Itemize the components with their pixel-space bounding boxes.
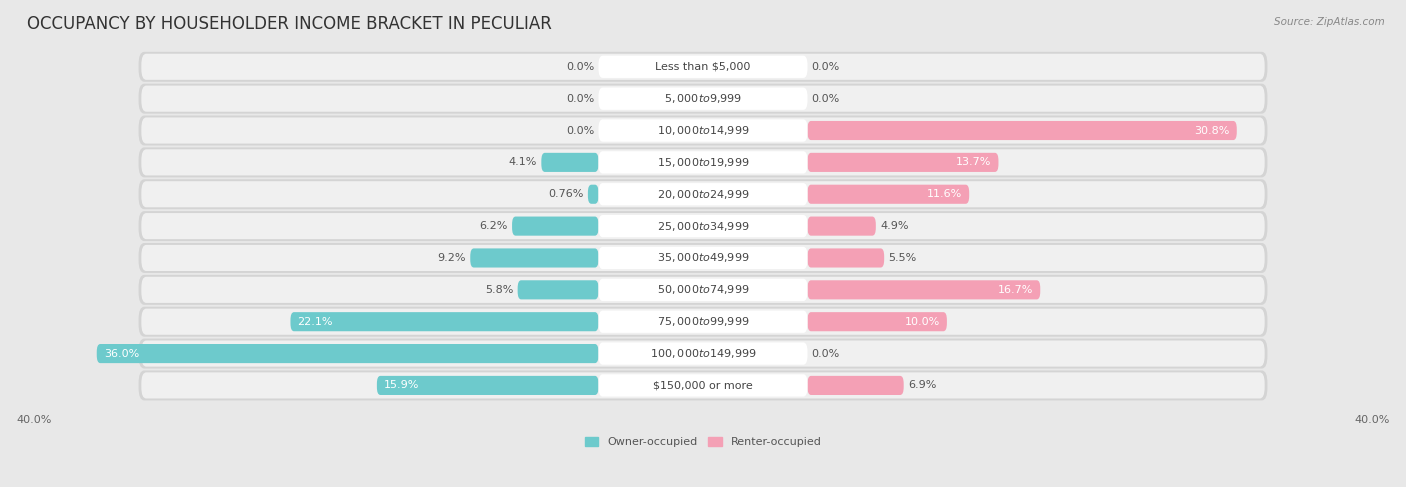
FancyBboxPatch shape — [512, 217, 599, 236]
FancyBboxPatch shape — [139, 338, 1267, 369]
FancyBboxPatch shape — [139, 307, 1267, 337]
FancyBboxPatch shape — [599, 183, 807, 206]
Text: 5.8%: 5.8% — [485, 285, 513, 295]
FancyBboxPatch shape — [142, 54, 1264, 80]
FancyBboxPatch shape — [139, 243, 1267, 273]
FancyBboxPatch shape — [142, 309, 1264, 335]
Text: $150,000 or more: $150,000 or more — [654, 380, 752, 391]
Text: 30.8%: 30.8% — [1195, 126, 1230, 135]
Text: 36.0%: 36.0% — [104, 349, 139, 358]
Text: 0.76%: 0.76% — [548, 189, 583, 199]
FancyBboxPatch shape — [807, 153, 998, 172]
FancyBboxPatch shape — [470, 248, 599, 267]
Text: 15.9%: 15.9% — [384, 380, 419, 391]
FancyBboxPatch shape — [139, 211, 1267, 241]
FancyBboxPatch shape — [291, 312, 599, 331]
Text: 4.1%: 4.1% — [509, 157, 537, 168]
FancyBboxPatch shape — [599, 311, 807, 333]
Text: $20,000 to $24,999: $20,000 to $24,999 — [657, 188, 749, 201]
FancyBboxPatch shape — [139, 275, 1267, 305]
FancyBboxPatch shape — [377, 376, 599, 395]
FancyBboxPatch shape — [139, 371, 1267, 400]
Text: 10.0%: 10.0% — [904, 317, 941, 327]
Text: $15,000 to $19,999: $15,000 to $19,999 — [657, 156, 749, 169]
FancyBboxPatch shape — [139, 52, 1267, 82]
FancyBboxPatch shape — [142, 340, 1264, 367]
Text: OCCUPANCY BY HOUSEHOLDER INCOME BRACKET IN PECULIAR: OCCUPANCY BY HOUSEHOLDER INCOME BRACKET … — [27, 15, 553, 33]
Text: 13.7%: 13.7% — [956, 157, 991, 168]
Text: 0.0%: 0.0% — [811, 349, 839, 358]
FancyBboxPatch shape — [517, 281, 599, 300]
FancyBboxPatch shape — [139, 84, 1267, 113]
FancyBboxPatch shape — [142, 150, 1264, 175]
Text: $10,000 to $14,999: $10,000 to $14,999 — [657, 124, 749, 137]
FancyBboxPatch shape — [599, 151, 807, 173]
FancyBboxPatch shape — [807, 248, 884, 267]
FancyBboxPatch shape — [807, 121, 1237, 140]
Text: $25,000 to $34,999: $25,000 to $34,999 — [657, 220, 749, 233]
FancyBboxPatch shape — [142, 213, 1264, 239]
FancyBboxPatch shape — [599, 247, 807, 269]
FancyBboxPatch shape — [807, 185, 969, 204]
Text: 16.7%: 16.7% — [998, 285, 1033, 295]
Text: 0.0%: 0.0% — [567, 126, 595, 135]
FancyBboxPatch shape — [541, 153, 599, 172]
Text: $100,000 to $149,999: $100,000 to $149,999 — [650, 347, 756, 360]
Text: 5.5%: 5.5% — [889, 253, 917, 263]
FancyBboxPatch shape — [599, 56, 807, 78]
FancyBboxPatch shape — [142, 181, 1264, 207]
FancyBboxPatch shape — [139, 115, 1267, 146]
Text: 0.0%: 0.0% — [567, 62, 595, 72]
FancyBboxPatch shape — [807, 281, 1040, 300]
Text: $75,000 to $99,999: $75,000 to $99,999 — [657, 315, 749, 328]
FancyBboxPatch shape — [599, 342, 807, 365]
Legend: Owner-occupied, Renter-occupied: Owner-occupied, Renter-occupied — [581, 432, 825, 451]
FancyBboxPatch shape — [142, 245, 1264, 271]
Text: $35,000 to $49,999: $35,000 to $49,999 — [657, 251, 749, 264]
Text: 6.9%: 6.9% — [908, 380, 936, 391]
FancyBboxPatch shape — [142, 277, 1264, 303]
FancyBboxPatch shape — [139, 179, 1267, 209]
FancyBboxPatch shape — [599, 119, 807, 142]
FancyBboxPatch shape — [599, 279, 807, 301]
FancyBboxPatch shape — [599, 215, 807, 237]
Text: 9.2%: 9.2% — [437, 253, 465, 263]
Text: 0.0%: 0.0% — [811, 62, 839, 72]
FancyBboxPatch shape — [142, 373, 1264, 398]
FancyBboxPatch shape — [599, 375, 807, 396]
Text: 0.0%: 0.0% — [567, 94, 595, 104]
Text: $5,000 to $9,999: $5,000 to $9,999 — [664, 92, 742, 105]
FancyBboxPatch shape — [97, 344, 599, 363]
FancyBboxPatch shape — [142, 86, 1264, 112]
FancyBboxPatch shape — [807, 312, 946, 331]
Text: 0.0%: 0.0% — [811, 94, 839, 104]
FancyBboxPatch shape — [139, 148, 1267, 177]
Text: 22.1%: 22.1% — [298, 317, 333, 327]
Text: 11.6%: 11.6% — [927, 189, 962, 199]
FancyBboxPatch shape — [807, 376, 904, 395]
Text: 4.9%: 4.9% — [880, 221, 908, 231]
FancyBboxPatch shape — [588, 185, 599, 204]
FancyBboxPatch shape — [807, 217, 876, 236]
Text: Source: ZipAtlas.com: Source: ZipAtlas.com — [1274, 17, 1385, 27]
Text: $50,000 to $74,999: $50,000 to $74,999 — [657, 283, 749, 296]
Text: Less than $5,000: Less than $5,000 — [655, 62, 751, 72]
FancyBboxPatch shape — [142, 117, 1264, 144]
Text: 6.2%: 6.2% — [479, 221, 508, 231]
FancyBboxPatch shape — [599, 88, 807, 110]
